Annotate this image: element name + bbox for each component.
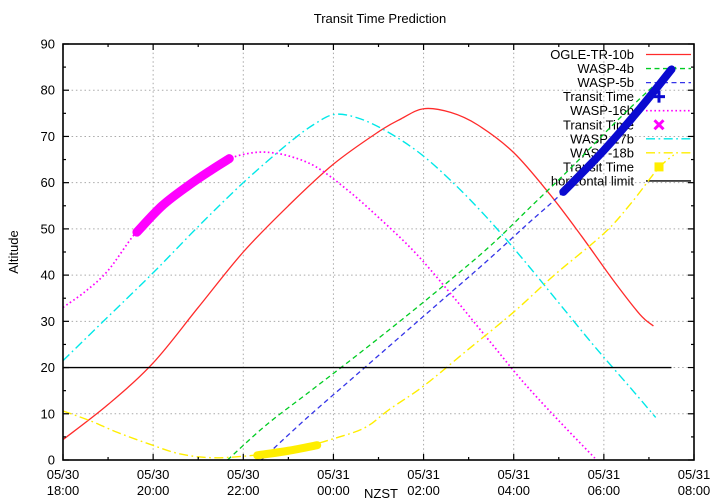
- series-group: [63, 65, 677, 461]
- legend-label: Transit Time: [563, 117, 634, 132]
- legend-item: WASP-18b: [570, 145, 691, 160]
- series-wasp-4b: [227, 66, 677, 461]
- transit-band-transit-time: [559, 65, 676, 196]
- legend-item: WASP-5b: [577, 75, 691, 90]
- series-ogle-tr-10b: [63, 107, 654, 441]
- x-axis-title: NZST: [364, 486, 398, 501]
- x-tick-label-time: 06:00: [588, 483, 621, 498]
- legend-label: WASP-16b: [570, 103, 634, 118]
- legend-item: WASP-16b: [570, 103, 691, 118]
- y-tick-label: 60: [41, 175, 55, 190]
- x-tick-label-date: 05/31: [497, 467, 530, 482]
- chart-title: Transit Time Prediction: [313, 11, 447, 26]
- legend-item: Transit Time: [563, 117, 665, 132]
- y-tick-label: 80: [41, 83, 55, 98]
- y-tick-label: 70: [41, 129, 55, 144]
- tick-labels: 05/3018:0005/3020:0005/3022:0005/3100:00…: [41, 37, 711, 499]
- y-tick-label: 30: [41, 314, 55, 329]
- y-tick-label: 40: [41, 268, 55, 283]
- x-tick-label-date: 05/30: [137, 467, 170, 482]
- x-tick-label-time: 18:00: [47, 483, 80, 498]
- x-tick-label-time: 08:00: [678, 483, 711, 498]
- x-tick-label-date: 05/31: [678, 467, 711, 482]
- x-tick-label-time: 02:00: [407, 483, 440, 498]
- transit-band-transit-time: [253, 441, 322, 460]
- legend-label: WASP-4b: [577, 61, 634, 76]
- legend-item: OGLE-TR-10b: [550, 47, 691, 62]
- legend-item: WASP-4b: [577, 61, 691, 76]
- plot-border-and-ticks: [62, 43, 695, 461]
- x-tick-label-time: 22:00: [227, 483, 260, 498]
- legend-label: WASP-5b: [577, 75, 634, 90]
- x-tick-label-date: 05/31: [588, 467, 621, 482]
- x-tick-label-date: 05/30: [47, 467, 80, 482]
- y-tick-label: 10: [41, 406, 55, 421]
- series-wasp-16b: [63, 151, 596, 459]
- legend-item: Transit Time: [563, 89, 665, 104]
- x-tick-label-date: 05/31: [317, 467, 350, 482]
- y-tick-label: 50: [41, 221, 55, 236]
- x-tick-label-time: 00:00: [317, 483, 350, 498]
- x-tick-label-date: 05/30: [227, 467, 260, 482]
- legend-label: OGLE-TR-10b: [550, 47, 634, 62]
- x-tick-label-time: 04:00: [497, 483, 530, 498]
- legend-marker-plus: [653, 90, 665, 103]
- legend-label: WASP-17b: [570, 131, 634, 146]
- y-tick-label: 0: [48, 453, 55, 468]
- series-wasp-17b: [63, 113, 657, 418]
- series-wasp-18b: [63, 154, 675, 459]
- transit-band-transit-time: [132, 154, 234, 237]
- x-tick-label-date: 05/31: [407, 467, 440, 482]
- y-tick-label: 90: [41, 37, 55, 52]
- legend-label: Transit Time: [563, 89, 634, 104]
- y-tick-label: 20: [41, 360, 55, 375]
- x-tick-label-time: 20:00: [137, 483, 170, 498]
- legend-marker-cross: [653, 119, 665, 131]
- legend-item: WASP-17b: [570, 131, 691, 146]
